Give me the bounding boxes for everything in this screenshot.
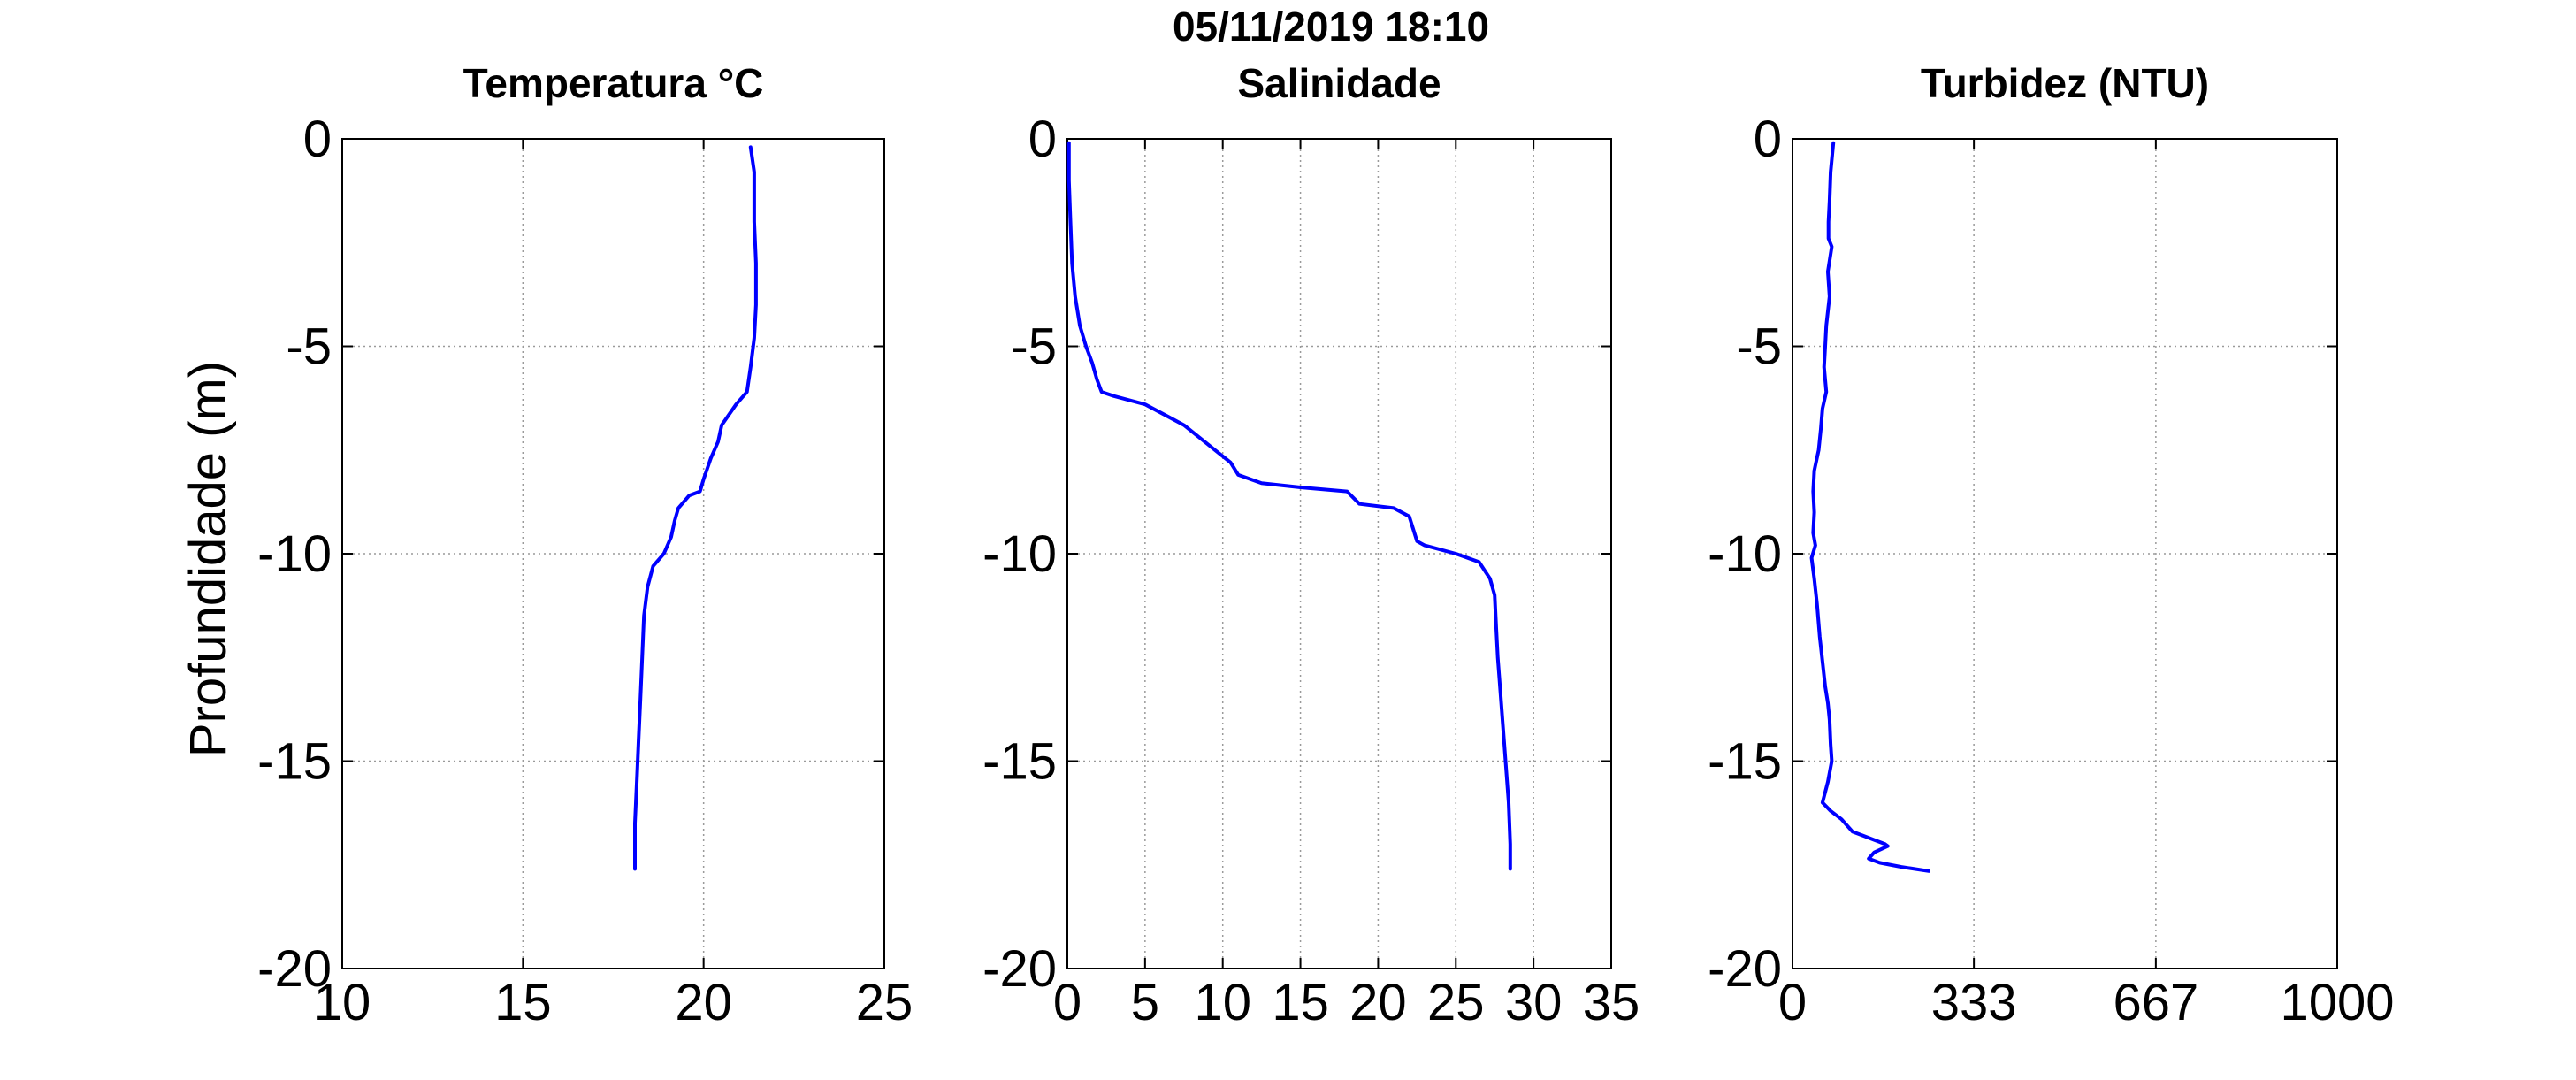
salinity-x-tick-label: 10 (1194, 974, 1251, 1031)
temperature-x-tick-label: 25 (856, 974, 913, 1031)
salinity-x-tick-label: 35 (1583, 974, 1640, 1031)
salinity-x-tick-label: 5 (1131, 974, 1159, 1031)
turbidity-y-tick-label: 0 (1754, 111, 1782, 168)
temperature-x-tick-label: 10 (314, 974, 371, 1031)
turbidity-y-tick-label: -5 (1736, 318, 1782, 376)
temperature-x-tick-label: 15 (494, 974, 552, 1031)
salinity-x-tick-label: 30 (1505, 974, 1563, 1031)
temperature-axes-box (341, 138, 885, 969)
turbidity-x-tick-label: 667 (2113, 974, 2198, 1031)
turbidity-y-tick-label: -20 (1708, 940, 1782, 998)
salinity-x-tick-label: 0 (1053, 974, 1082, 1031)
salinity-y-tick-label: -15 (982, 733, 1057, 791)
temperature-profile-line (633, 145, 758, 871)
temperature-x-tick-label: 20 (675, 974, 732, 1031)
turbidity-x-tick-label: 0 (1778, 974, 1807, 1031)
salinity-x-tick-label: 20 (1349, 974, 1407, 1031)
figure-suptitle: 05/11/2019 18:10 (1173, 4, 1489, 50)
salinity-profile-line (1066, 141, 1512, 871)
salinity-y-tick-label: -20 (982, 940, 1057, 998)
turbidity-panel: Turbidez (NTU) 0 333 667 1000 0 -5 -10 -15 -20 (1708, 60, 2394, 1031)
salinity-x-tick-label: 15 (1272, 974, 1329, 1031)
temperature-y-tick-label: -15 (257, 733, 332, 791)
temperature-y-tick-label: 0 (303, 111, 332, 168)
y-axis-label: Profundidade (m) (180, 361, 237, 757)
salinity-title: Salinidade (1237, 60, 1441, 106)
temperature-y-tick-label: -20 (257, 940, 332, 998)
turbidity-y-tick-label: -15 (1708, 733, 1782, 791)
salinity-y-tick-label: -5 (1011, 318, 1057, 376)
temperature-panel: Temperatura °C 10 15 20 25 0 -5 -10 -15 -20 (257, 60, 913, 1031)
salinity-y-tick-label: 0 (1028, 111, 1057, 168)
turbidity-profile-line (1809, 141, 1930, 873)
turbidity-x-tick-label: 1000 (2280, 974, 2394, 1031)
salinity-y-tick-label: -10 (982, 525, 1057, 583)
turbidity-y-tick-label: -10 (1708, 525, 1782, 583)
temperature-y-tick-label: -5 (286, 318, 332, 376)
turbidity-axes-box (1792, 138, 2338, 969)
turbidity-title: Turbidez (NTU) (1921, 60, 2209, 106)
salinity-x-tick-label: 25 (1427, 974, 1485, 1031)
temperature-y-tick-label: -10 (257, 525, 332, 583)
temperature-title: Temperatura °C (463, 60, 764, 106)
turbidity-x-tick-label: 333 (1931, 974, 2017, 1031)
salinity-axes-box (1066, 138, 1612, 969)
